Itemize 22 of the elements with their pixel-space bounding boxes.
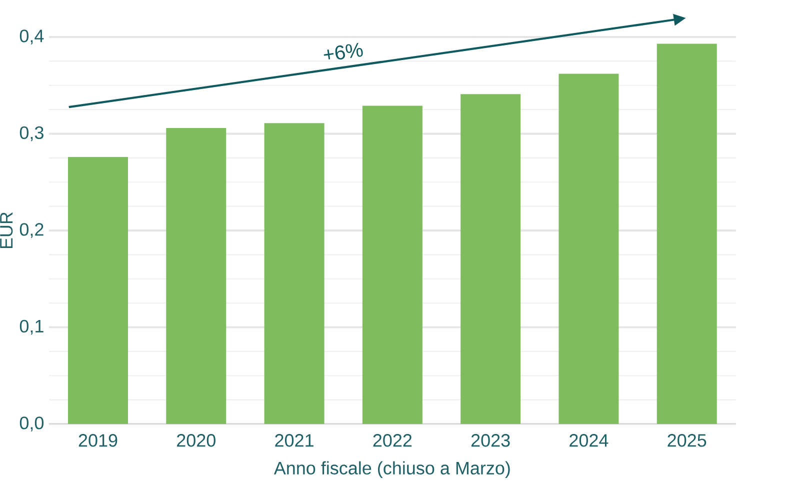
bar <box>362 106 422 424</box>
annotation: +6% <box>324 42 363 60</box>
x-tick-label: 2024 <box>570 434 608 447</box>
x-axis-title: Anno fiscale (chiuso a Marzo) <box>274 461 510 478</box>
x-tick-label: 2023 <box>471 434 510 447</box>
bar <box>166 128 226 424</box>
y-axis-title: EUR <box>0 212 13 248</box>
x-tick-label: 2022 <box>373 434 412 447</box>
x-tick-label: 2021 <box>275 434 314 447</box>
bar <box>656 44 717 424</box>
bar <box>68 156 128 424</box>
y-tick-label: 0,1 <box>20 320 44 335</box>
y-tick-label: 0,2 <box>20 223 44 238</box>
x-tick-label: 2025 <box>668 434 706 447</box>
y-tick-label: 0,0 <box>20 416 44 432</box>
y-tick-label: 0,4 <box>20 30 44 44</box>
bar <box>558 74 619 424</box>
x-tick-label: 2020 <box>177 434 216 447</box>
bar <box>460 94 521 424</box>
y-tick-label: 0,3 <box>20 126 44 142</box>
x-tick-label: 2019 <box>78 434 118 447</box>
bar <box>264 123 324 424</box>
